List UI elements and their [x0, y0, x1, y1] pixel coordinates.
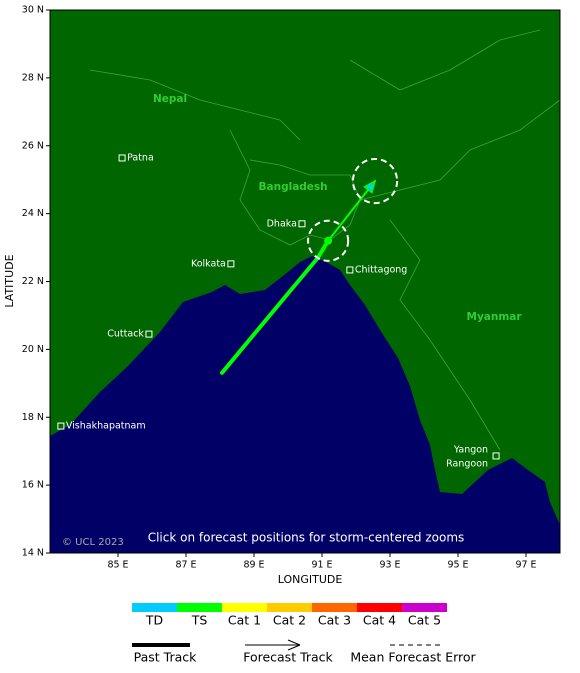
forecast-point	[324, 236, 333, 245]
x-tick-label: 93 E	[379, 560, 400, 571]
forecast-arrow	[363, 179, 377, 194]
track	[327, 180, 377, 242]
x-tick-label: 87 E	[175, 560, 196, 571]
y-tick-label: 20 N	[22, 344, 44, 355]
note: Click on forecast positions for storm-ce…	[148, 531, 465, 545]
city-label: Cuttack	[107, 329, 144, 340]
map-area: Nepal Bangladesh Myanmar Patna Dhaka Kolkata C…	[50, 10, 560, 553]
x-tick-label: 89 E	[243, 560, 264, 571]
legend: Past Track Forecast Track Mean Forecast …	[132, 603, 477, 665]
city-label: Kolkata	[191, 258, 226, 269]
legend-label: Cat 4	[363, 613, 396, 628]
legend-label: Cat 5	[408, 613, 441, 628]
legend-label: Past Track	[134, 650, 197, 665]
border	[389, 219, 501, 451]
error-circle	[307, 219, 350, 262]
legend-swatch	[357, 603, 402, 612]
arrow	[287, 639, 301, 651]
y-tick-label: 26 N	[22, 140, 44, 151]
city-label: Patna	[127, 152, 154, 163]
legend-swatch	[267, 603, 312, 612]
x-tick-label: 95 E	[447, 560, 468, 571]
legend-label: TS	[191, 613, 208, 628]
legend-label: Cat 2	[273, 613, 306, 628]
city-marker	[118, 154, 126, 162]
city-marker	[298, 220, 306, 228]
copyright: © UCL 2023	[62, 537, 124, 548]
city-marker	[346, 266, 354, 274]
y-tick-label: 24 N	[22, 208, 44, 219]
x-tick-label: 85 E	[107, 560, 128, 571]
city-label: Chittagong	[355, 264, 407, 275]
y-tick-label: 14 N	[22, 548, 44, 559]
legend-label: Mean Forecast Error	[350, 650, 476, 665]
border	[349, 29, 541, 91]
legend-label: Cat 3	[318, 613, 351, 628]
city-label: Rangoon	[446, 458, 488, 469]
legend-swatch	[222, 603, 267, 612]
marks: Nepal Bangladesh Myanmar Patna Dhaka Kolkata C…	[57, 93, 523, 469]
legend-swatch	[312, 603, 357, 612]
city-marker	[227, 260, 235, 268]
region-label: Nepal	[153, 93, 187, 105]
x-tick-label: 97 E	[515, 560, 536, 571]
region-label: Myanmar	[467, 311, 523, 323]
legend-swatch	[402, 603, 447, 612]
legend-label: Forecast Track	[243, 650, 333, 665]
city-label: Dhaka	[267, 218, 297, 229]
y-tick-label: 22 N	[22, 276, 44, 287]
x-axis-label: LONGITUDE	[278, 573, 343, 586]
legend-label: Cat 1	[228, 613, 261, 628]
city-marker	[492, 452, 500, 460]
bay-of-bengal	[50, 256, 560, 553]
legend-swatch	[132, 603, 177, 612]
region-label: Bangladesh	[259, 181, 328, 193]
y-tick-label: 28 N	[22, 72, 44, 83]
city-label: Vishakhapatnam	[66, 421, 146, 432]
y-axis-label: LATITUDE	[3, 254, 16, 307]
x-tick-label: 91 E	[311, 560, 332, 571]
y-tick-label: 18 N	[22, 412, 44, 423]
border	[89, 69, 301, 141]
y-tick-label: 16 N	[22, 480, 44, 491]
legend-swatch	[177, 603, 222, 612]
y-tick-label: 30 N	[22, 5, 44, 16]
track	[220, 238, 331, 375]
error-circle	[351, 157, 399, 205]
city-label: Yangon	[453, 444, 488, 455]
city-marker	[145, 330, 153, 338]
city-marker	[57, 422, 65, 430]
legend-label: TD	[145, 613, 163, 628]
